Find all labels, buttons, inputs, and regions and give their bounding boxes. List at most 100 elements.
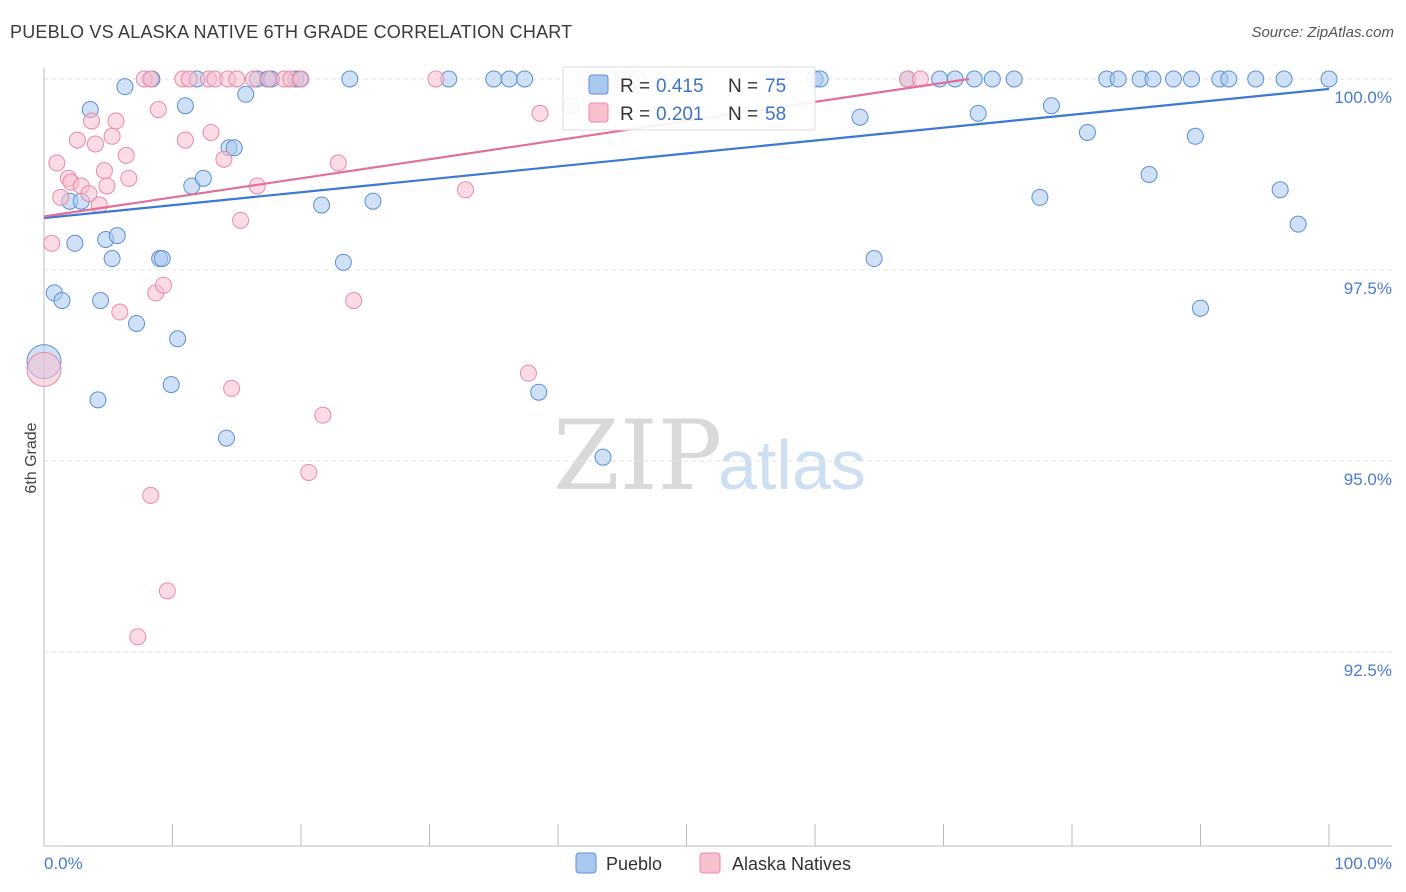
x-tick-label-max: 100.0% <box>1334 854 1392 873</box>
pueblo-point <box>128 314 146 332</box>
pueblo-point <box>66 234 84 252</box>
pueblo-point <box>1165 70 1183 88</box>
watermark: ZIP atlas <box>553 400 866 512</box>
y-tick-label: 95.0% <box>1344 470 1392 489</box>
pueblo-point <box>1275 70 1293 88</box>
alaska-point <box>142 486 160 504</box>
stats-swatch-alaska <box>588 102 609 123</box>
pueblo-point <box>92 292 110 310</box>
pueblo-point <box>116 78 134 96</box>
legend-label-alaska[interactable]: Alaska Natives <box>732 854 851 874</box>
stats-alaska-n-label: N = <box>728 104 758 125</box>
y-tick-label: 97.5% <box>1344 279 1392 298</box>
pueblo-point <box>1031 188 1049 206</box>
alaska-point <box>215 150 233 168</box>
pueblo-point <box>1271 181 1289 199</box>
alaska-point <box>202 123 220 141</box>
pueblo-point <box>500 70 518 88</box>
pueblo-point <box>1109 70 1127 88</box>
pueblo-point <box>1144 70 1162 88</box>
stats-alaska-r-label: R = <box>620 104 650 125</box>
alaska-point <box>180 70 198 88</box>
alaska-point <box>90 196 108 214</box>
alaska-point <box>142 70 160 88</box>
pueblo-point <box>1247 70 1265 88</box>
alaska-point <box>456 181 474 199</box>
pueblo-trend-line <box>43 87 1330 220</box>
stats-swatch-pueblo <box>588 74 609 95</box>
alaska-point <box>68 131 86 149</box>
stats-alaska-r-value: 0.201 <box>656 104 704 125</box>
pueblo-point <box>108 227 126 245</box>
pueblo-point <box>1042 97 1060 115</box>
pueblo-point <box>1186 127 1204 145</box>
pueblo-point <box>594 448 612 466</box>
alaska-point <box>80 185 98 203</box>
pueblo-point <box>1220 70 1238 88</box>
pueblo-point <box>153 250 171 268</box>
pueblo-point <box>1289 215 1307 233</box>
pueblo-point <box>237 85 255 103</box>
y-tick-label: 100.0% <box>1334 88 1392 107</box>
legend-swatch-pueblo[interactable] <box>575 852 597 874</box>
alaska-point <box>111 303 129 321</box>
pueblo-point <box>89 391 107 409</box>
alaska-point <box>98 177 116 195</box>
alaska-point <box>260 70 278 88</box>
x-tick-label-min: 0.0% <box>44 854 83 873</box>
watermark-atlas: atlas <box>718 426 866 504</box>
y-tick-label: 92.5% <box>1344 661 1392 680</box>
stats-box: R = 0.415 N = 75 R = 0.201 N = 58 <box>562 66 816 131</box>
pueblo-point <box>364 192 382 210</box>
alaska-point <box>345 292 363 310</box>
alaska-point <box>223 379 241 397</box>
pueblo-point <box>225 139 243 157</box>
x-ticks <box>172 824 1330 846</box>
alaska-point <box>519 364 537 382</box>
pueblo-point <box>334 253 352 271</box>
pueblo-point <box>313 196 331 214</box>
legend-label-pueblo[interactable]: Pueblo <box>606 854 662 874</box>
alaska-point <box>531 104 549 122</box>
alaska-point <box>48 154 66 172</box>
alaska-point <box>228 70 246 88</box>
alaska-point <box>95 162 113 180</box>
pueblo-point <box>162 376 180 394</box>
pueblo-point <box>851 108 869 126</box>
pueblo-point <box>516 70 534 88</box>
pueblo-point <box>103 250 121 268</box>
pueblo-point <box>169 330 187 348</box>
pueblo-point <box>1320 70 1338 88</box>
pueblo-point <box>1140 166 1158 183</box>
pueblo-point <box>217 429 235 447</box>
alaska-point <box>427 70 445 88</box>
legend-swatch-alaska[interactable] <box>699 852 721 874</box>
alaska-point <box>83 112 101 130</box>
alaska-point <box>292 70 310 88</box>
alaska-point <box>26 351 62 387</box>
alaska-point <box>314 406 332 424</box>
pueblo-point <box>485 70 503 88</box>
alaska-point <box>232 211 250 229</box>
alaska-point <box>129 628 147 646</box>
y-tick-labels: 100.0% 97.5% 95.0% 92.5% <box>1334 88 1392 680</box>
watermark-zip: ZIP <box>553 400 722 512</box>
alaska-point <box>43 234 61 252</box>
alaska-point <box>107 112 125 130</box>
pueblo-point <box>969 104 987 122</box>
alaska-point <box>176 131 194 149</box>
source-credit: Source: ZipAtlas.com <box>1251 24 1394 41</box>
pueblo-point <box>1078 123 1096 141</box>
stats-pueblo-r-value: 0.415 <box>656 76 704 97</box>
gridlines <box>44 78 1392 653</box>
alaska-point <box>86 135 104 153</box>
pueblo-point <box>530 383 548 401</box>
stats-alaska-n-value: 58 <box>765 104 786 125</box>
pueblo-point <box>946 70 964 88</box>
alaska-point <box>120 169 138 187</box>
alaska-point <box>52 188 70 206</box>
alaska-point <box>300 463 318 481</box>
alaska-point <box>155 276 173 294</box>
stats-pueblo-r-label: R = <box>620 76 650 97</box>
